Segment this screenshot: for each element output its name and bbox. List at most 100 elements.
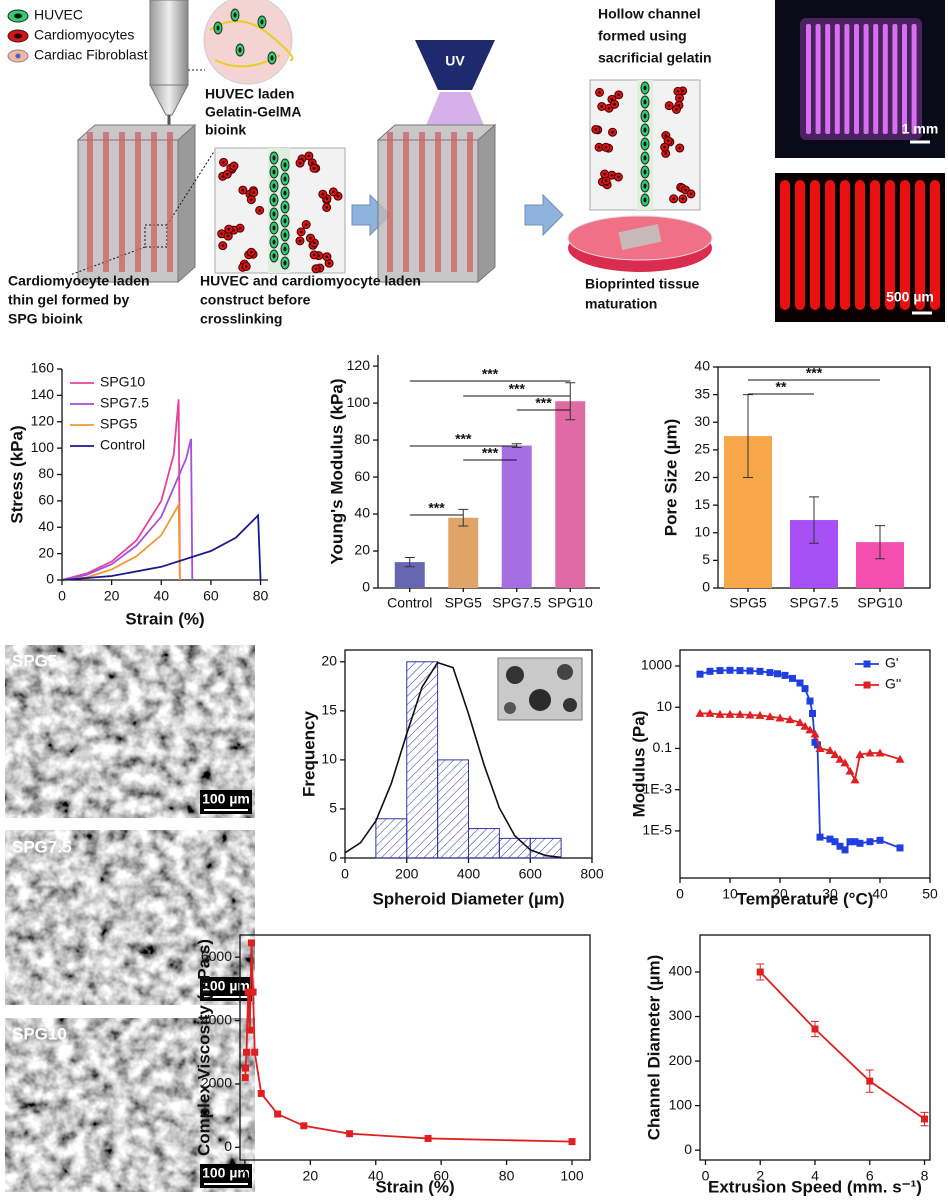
micrographs: SPG5 SPG7.5 SPG10 100 µm 100 µm 100 µm <box>5 645 255 1192</box>
nucleus <box>283 204 287 210</box>
nucleus <box>643 113 647 119</box>
nucleus <box>336 194 340 198</box>
gel-label: thin gel formed by <box>8 292 130 308</box>
data-point <box>257 1089 265 1097</box>
x-tick-label: 80 <box>499 1168 515 1184</box>
nucleus <box>307 154 311 158</box>
sem-image <box>5 1018 255 1192</box>
fit-curve <box>344 661 562 859</box>
nucleus <box>283 162 287 168</box>
x-tick-label: 80 <box>253 588 269 604</box>
nucleus <box>225 172 229 176</box>
nucleus <box>678 146 682 150</box>
x-tick-label: SPG10 <box>857 595 902 611</box>
nucleus <box>283 246 287 252</box>
nucleus <box>675 108 678 111</box>
nucleus <box>272 155 276 161</box>
schematic-part <box>15 53 21 59</box>
x-tick-label: 4 <box>811 1168 819 1184</box>
data-point <box>765 712 775 721</box>
significance-label: *** <box>428 500 445 516</box>
data-point <box>846 838 854 846</box>
histogram-inset-part <box>529 689 551 711</box>
nucleus <box>643 127 647 133</box>
data-point <box>249 988 257 996</box>
nucleus <box>325 206 328 209</box>
nucleus <box>603 172 606 176</box>
y-tick-label: 120 <box>31 412 55 428</box>
channel-stripe <box>930 180 940 310</box>
nucleus <box>666 139 670 142</box>
x-tick-label: 600 <box>519 866 543 882</box>
y-tick-label: 60 <box>38 492 54 508</box>
plot-frame <box>699 934 931 1161</box>
channel-stripe <box>795 180 805 310</box>
nucleus <box>643 183 647 189</box>
schematic-part <box>14 13 22 19</box>
legend-label: Cardiomyocytes <box>34 27 134 43</box>
data-point <box>816 833 824 841</box>
data-point <box>851 838 859 846</box>
nucleus <box>298 239 302 243</box>
y-axis-title: Complex Viscosity (mPa.s) <box>194 939 213 1156</box>
channel-stripe <box>915 180 925 310</box>
nucleus <box>283 232 287 238</box>
y-tick-label: 25 <box>694 441 710 457</box>
significance-label: *** <box>535 395 552 411</box>
significance-label: *** <box>806 365 823 381</box>
y-tick-label: 100 <box>31 439 55 455</box>
error-bar <box>743 394 753 478</box>
data-line <box>61 513 262 581</box>
data-line <box>61 438 194 581</box>
schematic: HUVEC Cardiomyocytes Cardiac Fibroblast … <box>7 0 945 327</box>
data-point <box>840 758 850 767</box>
y-tick-label: 0.1 <box>653 739 673 755</box>
channel-stripe <box>825 180 835 310</box>
x-tick-label: Control <box>387 595 432 611</box>
x-tick-label: 10 <box>722 886 738 902</box>
data-line <box>244 942 573 1143</box>
channel-stripe <box>825 24 831 134</box>
data-point <box>801 685 809 693</box>
data-point <box>242 1064 250 1072</box>
nucleus <box>258 209 261 212</box>
maturation-label: Bioprinted tissue <box>585 276 700 292</box>
data-point <box>766 669 774 677</box>
data-point <box>835 754 845 763</box>
data-point <box>850 775 860 784</box>
channel-image <box>806 24 917 134</box>
data-point <box>251 1048 259 1056</box>
nucleus <box>260 19 264 25</box>
nucleus <box>299 230 303 234</box>
x-tick-label: 40 <box>872 886 888 902</box>
bar <box>448 517 479 588</box>
error-bar <box>875 525 885 560</box>
data-point <box>865 748 875 757</box>
data-point <box>696 670 704 678</box>
nucleus <box>283 218 287 224</box>
legend-marker <box>863 681 871 689</box>
y-tick-label: 1E-5 <box>642 822 672 838</box>
data-point <box>774 670 781 678</box>
cells <box>87 8 696 274</box>
x-axis-title: Strain (%) <box>375 1177 454 1196</box>
data-point <box>300 1122 308 1130</box>
data-point <box>796 679 804 687</box>
gel-block-part <box>77 139 179 283</box>
data-point <box>830 750 840 759</box>
significance-label: *** <box>509 381 526 397</box>
nucleus <box>617 175 620 179</box>
x-tick-label: 40 <box>153 588 169 604</box>
legend-marker <box>863 660 871 668</box>
channel-image <box>780 180 940 310</box>
data-line <box>759 971 926 1120</box>
x-axis-title: Extrusion Speed (mm. s⁻¹) <box>708 1177 922 1196</box>
nucleus <box>663 145 666 149</box>
data-point <box>876 836 884 844</box>
nucleus <box>233 12 237 18</box>
channel-stripe <box>840 180 850 310</box>
scale-bar-label: 1 mm <box>902 121 939 137</box>
y-tick-label: 10 <box>656 698 672 714</box>
data-point <box>274 1110 282 1118</box>
data-point <box>246 1026 254 1034</box>
